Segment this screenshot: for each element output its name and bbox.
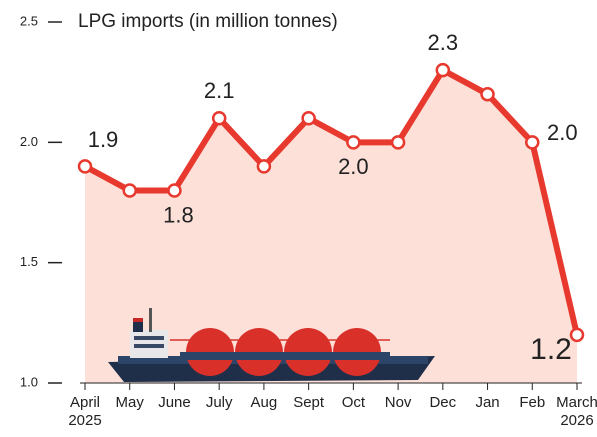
y-tick-label: 2.5 [20,13,38,28]
data-label: 1.8 [163,202,194,227]
point [571,329,583,341]
point [79,160,91,172]
y-tick-label: 2.0 [20,134,38,149]
point [258,160,270,172]
data-label: 1.2 [530,333,572,366]
chart-title: LPG imports (in million tonnes) [78,11,338,32]
point [392,136,404,148]
data-label: 2.3 [428,30,459,55]
point [124,184,136,196]
chart: 1.0 1.5 2.0 2.5 1.9 1.8 2.1 2.0 2.3 2.0 1.2 LPG i… [0,0,597,437]
data-label: 2.0 [547,120,578,145]
point [303,112,315,124]
data-label: 1.9 [88,127,119,152]
chart-container: 1.0 1.5 2.0 2.5 1.9 1.8 2.1 2.0 2.3 2.0 1.2 LPG i… [0,0,597,437]
point [213,112,225,124]
data-label: 2.1 [204,78,235,103]
y-tick-label: 1.0 [20,374,38,389]
y-tick-label: 1.5 [20,254,38,269]
point [168,184,180,196]
x-tick-label: March 2026 [547,394,597,430]
point [526,136,538,148]
point [437,64,449,76]
point [482,88,494,100]
point [347,136,359,148]
data-label: 2.0 [338,154,369,179]
